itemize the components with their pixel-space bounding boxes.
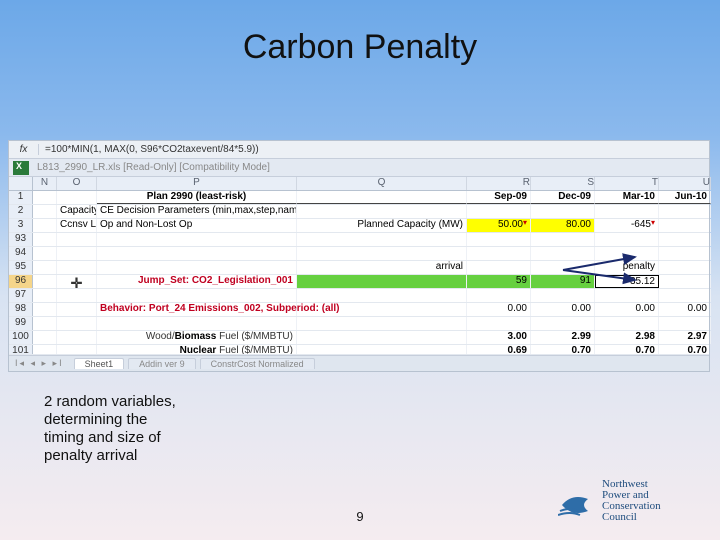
cell-yellow: 50.00▾ bbox=[467, 219, 531, 232]
cell: CE Decision Parameters (min,max,step,nam… bbox=[97, 205, 297, 218]
cell-green: 59 bbox=[467, 275, 531, 288]
col-t[interactable]: T bbox=[595, 177, 659, 190]
row-header[interactable]: 95 bbox=[9, 261, 33, 274]
col-s[interactable]: S bbox=[531, 177, 595, 190]
col-u[interactable]: U bbox=[659, 177, 711, 190]
cell: Jun-10 bbox=[659, 191, 711, 204]
table-row-selected: 96 ✛ Jump_Set: CO2_Legislation_001 59 91… bbox=[9, 275, 709, 289]
table-row: 100 Wood/Biomass Fuel ($/MMBTU) 3.00 2.9… bbox=[9, 331, 709, 345]
cell: -645▾ bbox=[595, 219, 659, 232]
col-q[interactable]: Q bbox=[297, 177, 467, 190]
cell: Wood/Biomass Fuel ($/MMBTU) bbox=[97, 331, 297, 344]
cell: 2.98 bbox=[595, 331, 659, 344]
cell: Capacity Da bbox=[57, 205, 97, 218]
col-p[interactable]: P bbox=[97, 177, 297, 190]
tab-sheet1[interactable]: Sheet1 bbox=[74, 358, 125, 369]
expand-icon[interactable]: ✛ bbox=[57, 275, 97, 288]
excel-icon bbox=[13, 161, 29, 175]
col-n[interactable]: N bbox=[33, 177, 57, 190]
cell: 0.00 bbox=[467, 303, 531, 316]
formula-bar: fx =100*MIN(1, MAX(0, S96*CO2taxevent/84… bbox=[9, 141, 709, 159]
cell: Nuclear Fuel ($/MMBTU) bbox=[97, 345, 297, 354]
cell: 0.00 bbox=[531, 303, 595, 316]
column-headers: N O P Q R S T U bbox=[9, 177, 709, 191]
cell-yellow: 80.00 bbox=[531, 219, 595, 232]
workbook-name: L813_2990_LR.xls [Read-Only] [Compatibil… bbox=[37, 162, 270, 173]
cell: Mar-10 bbox=[595, 191, 659, 204]
row-header[interactable]: 1 bbox=[9, 191, 33, 204]
row-header[interactable]: 3 bbox=[9, 219, 33, 232]
cell: Dec-09 bbox=[531, 191, 595, 204]
row-header[interactable]: 99 bbox=[9, 317, 33, 330]
tab-nav-icons[interactable]: I◂ ◂ ▸ ▸I bbox=[9, 358, 70, 369]
cell: Sep-09 bbox=[467, 191, 531, 204]
row-header[interactable]: 98 bbox=[9, 303, 33, 316]
fx-label: fx bbox=[9, 144, 39, 155]
formula-text[interactable]: =100*MIN(1, MAX(0, S96*CO2taxevent/84*5.… bbox=[39, 144, 259, 155]
caption-text: 2 random variables, determining the timi… bbox=[44, 393, 244, 465]
table-row: 2 Capacity Da CE Decision Parameters (mi… bbox=[9, 205, 709, 219]
row-header[interactable]: 100 bbox=[9, 331, 33, 344]
cell: 0.70 bbox=[659, 345, 709, 354]
penalty-value-cell: 35.12 bbox=[595, 275, 659, 288]
col-o[interactable]: O bbox=[57, 177, 97, 190]
cell: Ccnsv Lost bbox=[57, 219, 97, 232]
row-header[interactable]: 96 bbox=[9, 275, 33, 288]
table-row: 101 Nuclear Fuel ($/MMBTU) 0.69 0.70 0.7… bbox=[9, 345, 709, 355]
cell: 0.00 bbox=[659, 303, 711, 316]
row-header[interactable]: 101 bbox=[9, 345, 33, 354]
row-header[interactable]: 97 bbox=[9, 289, 33, 302]
table-row: 95 arrival penalty bbox=[9, 261, 709, 275]
org-logo: Northwest Power and Conservation Council bbox=[558, 480, 698, 522]
plan-title: Plan 2990 (least-risk) bbox=[97, 191, 297, 204]
cell: 3.00 bbox=[467, 331, 531, 344]
sheet-tabs: I◂ ◂ ▸ ▸I Sheet1 Addin ver 9 ConstrCost … bbox=[9, 355, 709, 371]
table-row: 97 bbox=[9, 289, 709, 303]
table-row: 3 Ccnsv Lost Op and Non-Lost Op Planned … bbox=[9, 219, 709, 233]
salmon-icon bbox=[558, 481, 598, 521]
cell: 0.70 bbox=[531, 345, 595, 354]
corner-cell bbox=[9, 177, 33, 190]
cell: arrival bbox=[297, 261, 467, 274]
row-header[interactable]: 94 bbox=[9, 247, 33, 260]
tab-addin[interactable]: Addin ver 9 bbox=[128, 358, 196, 369]
tab-constrcost[interactable]: ConstrCost Normalized bbox=[200, 358, 315, 369]
table-row: 94 bbox=[9, 247, 709, 261]
cell: 0.69 bbox=[467, 345, 531, 354]
cell: Op and Non-Lost Op bbox=[97, 219, 297, 232]
cell-green: 91 bbox=[531, 275, 595, 288]
table-row: 99 bbox=[9, 317, 709, 331]
behavior-label: Behavior: Port_24 Emissions_002, Subperi… bbox=[97, 303, 297, 316]
row-header[interactable]: 2 bbox=[9, 205, 33, 218]
spreadsheet-screenshot: fx =100*MIN(1, MAX(0, S96*CO2taxevent/84… bbox=[8, 140, 710, 372]
jump-set-label: Jump_Set: CO2_Legislation_001 bbox=[97, 275, 297, 288]
slide-title: Carbon Penalty bbox=[0, 0, 720, 67]
table-row: 1 Plan 2990 (least-risk) Sep-09 Dec-09 M… bbox=[9, 191, 709, 205]
cell: 0.70 bbox=[595, 345, 659, 354]
workbook-title-bar: L813_2990_LR.xls [Read-Only] [Compatibil… bbox=[9, 159, 709, 177]
table-row: 93 bbox=[9, 233, 709, 247]
col-r[interactable]: R bbox=[467, 177, 531, 190]
cell: 2.99 bbox=[531, 331, 595, 344]
row-header[interactable]: 93 bbox=[9, 233, 33, 246]
sheet-body: 1 Plan 2990 (least-risk) Sep-09 Dec-09 M… bbox=[9, 191, 709, 355]
cell: Planned Capacity (MW) bbox=[297, 219, 467, 232]
table-row: 98 Behavior: Port_24 Emissions_002, Subp… bbox=[9, 303, 709, 317]
cell: 0.00 bbox=[595, 303, 659, 316]
cell: penalty bbox=[595, 261, 659, 274]
cell-green bbox=[297, 275, 467, 288]
cell: 2.97 bbox=[659, 331, 711, 344]
